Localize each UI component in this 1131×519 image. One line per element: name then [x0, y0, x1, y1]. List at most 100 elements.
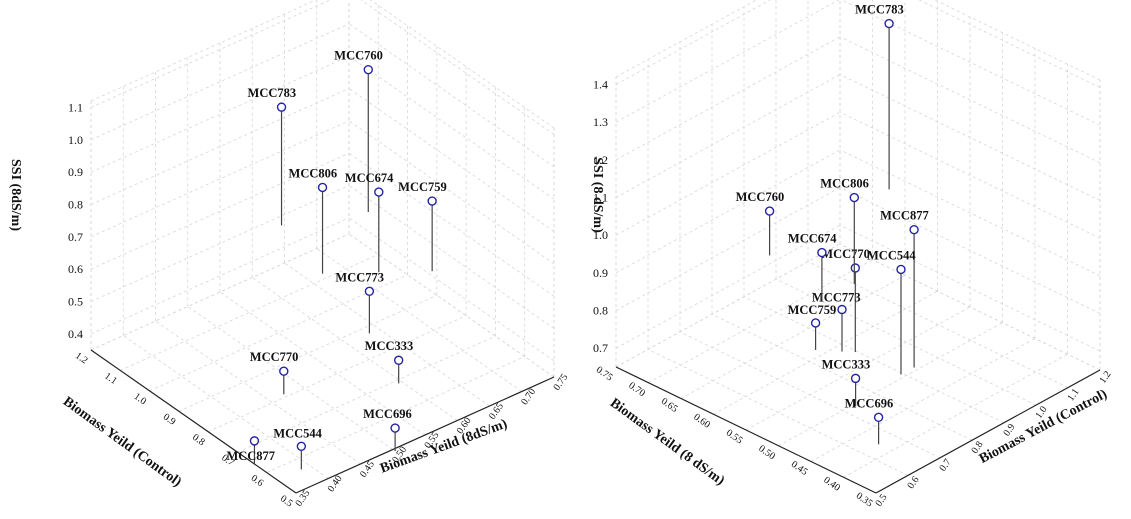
- gridline: [149, 274, 408, 392]
- z-tick-label: 0.6: [68, 262, 83, 276]
- y-tick-label: 0.35: [293, 488, 312, 509]
- z-tick-label: 1.3: [593, 115, 608, 129]
- data-point: [364, 286, 375, 297]
- gridline: [810, 338, 1036, 462]
- data-point: [249, 436, 260, 446]
- gridline: [90, 217, 350, 335]
- x-tick-label: 0.65: [659, 396, 680, 415]
- gridline: [90, 23, 350, 141]
- gridline: [713, 290, 938, 415]
- data-point: [317, 182, 328, 193]
- gridline: [90, 55, 350, 173]
- z-tick-label: 1.2: [593, 153, 608, 167]
- gridline: [90, 120, 350, 238]
- gridline: [90, 88, 350, 205]
- box-edge: [839, 243, 1101, 371]
- data-label: MCC760: [736, 190, 785, 204]
- x-tick-label: 0.55: [724, 427, 745, 446]
- data-label: MCC760: [334, 49, 383, 63]
- box-edge: [615, 243, 841, 368]
- gridline: [615, 0, 771, 85]
- gridline: [207, 315, 467, 433]
- z-tick-label: 0.8: [593, 304, 608, 318]
- data-label: MCC770: [250, 350, 299, 364]
- data-point: [390, 423, 400, 433]
- gridline: [840, 0, 1101, 126]
- gridline: [843, 353, 1068, 478]
- gridline: [360, 0, 555, 135]
- gridline: [615, 36, 841, 161]
- y-tick-label: 0.40: [326, 474, 345, 495]
- z-tick-label: 0.7: [68, 230, 83, 244]
- x-tick-label: 0.60: [691, 412, 712, 431]
- gridline: [775, 278, 1037, 406]
- gridline: [348, 88, 555, 232]
- z-tick-label: 1.1: [593, 191, 608, 205]
- data-label: MCC806: [820, 177, 869, 191]
- y-axis-line: [295, 376, 555, 494]
- data-label: MCC544: [273, 426, 322, 440]
- chart-left: 0.40.50.60.70.80.91.01.10.50.60.70.80.91…: [8, 0, 570, 509]
- data-point: [884, 18, 894, 29]
- data-point: [909, 225, 919, 235]
- gridline: [237, 335, 496, 453]
- x-tick-label: 1.0: [132, 391, 149, 407]
- data-label: MCC783: [248, 86, 297, 100]
- x-tick-label: 0.9: [161, 412, 178, 428]
- gridline: [648, 259, 873, 384]
- gridline: [178, 294, 438, 412]
- data-point: [276, 102, 287, 112]
- gridline: [348, 23, 555, 168]
- gridline: [615, 149, 841, 274]
- gridline: [778, 322, 1003, 447]
- data-point: [393, 355, 404, 365]
- z-tick-label: 0.4: [68, 327, 83, 341]
- z-axis-title: SSI (8dS/m): [8, 159, 23, 231]
- y-tick-label: 0.5: [873, 492, 889, 509]
- box-edge: [615, 0, 758, 78]
- gridline: [615, 224, 841, 349]
- x-tick-label: 1.1: [102, 371, 119, 387]
- data-label: MCC783: [855, 3, 904, 17]
- z-tick-label: 1.4: [593, 78, 608, 92]
- y-axis-line: [875, 369, 1101, 494]
- gridline: [743, 296, 1005, 424]
- x-tick-label: 0.40: [821, 475, 842, 494]
- x-tick-label: 0.8: [190, 432, 207, 448]
- y-tick-label: 0.45: [358, 459, 377, 480]
- data-point: [896, 264, 906, 275]
- box-edge: [90, 233, 350, 351]
- data-label: MCC806: [289, 166, 338, 180]
- data-point: [849, 192, 859, 203]
- box-edge: [934, 0, 1101, 81]
- x-axis-line: [615, 366, 877, 494]
- data-label: MCC773: [812, 290, 861, 304]
- y-tick-label: 0.7: [937, 457, 953, 474]
- data-label: MCC333: [365, 339, 414, 353]
- y-tick-label: 0.6: [905, 475, 921, 492]
- y-tick-label: 1.2: [1097, 369, 1113, 386]
- gridline: [745, 306, 971, 431]
- x-tick-label: 0.35: [854, 490, 875, 509]
- z-tick-label: 1.0: [593, 228, 608, 242]
- data-label: MCC696: [363, 407, 412, 421]
- gridline: [615, 0, 840, 123]
- data-point: [363, 64, 373, 75]
- data-point: [817, 247, 827, 258]
- z-tick-label: 1.0: [68, 133, 83, 147]
- z-tick-label: 0.8: [68, 197, 83, 211]
- x-tick-label: 0.5: [278, 493, 295, 509]
- z-tick-label: 0.9: [68, 165, 83, 179]
- x-tick-label: 0.50: [756, 443, 777, 462]
- chart-right: 0.70.80.91.01.11.21.31.40.350.400.450.50…: [590, 0, 1114, 509]
- gridline: [120, 254, 379, 371]
- gridline: [807, 261, 1069, 388]
- data-point: [873, 412, 884, 423]
- gridline: [711, 313, 973, 441]
- gridline: [615, 111, 841, 236]
- gridline: [680, 275, 906, 399]
- y-tick-label: 0.70: [519, 387, 538, 408]
- data-point: [427, 196, 437, 206]
- gridline: [839, 149, 1101, 277]
